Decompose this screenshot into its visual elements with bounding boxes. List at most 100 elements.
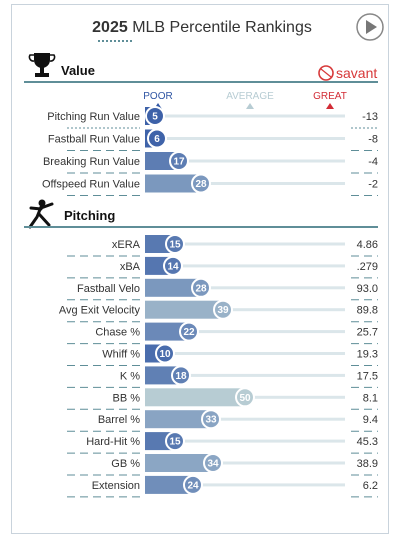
percentile-track: [145, 264, 345, 268]
percentile-value-barrel: 33: [205, 415, 217, 426]
stat-value-gb: 38.9: [357, 458, 378, 470]
metric-label-xba: xBA: [120, 261, 141, 273]
metric-row-chase: Chase % 22 25.7: [67, 321, 378, 345]
percentile-value-offspeed-run-value: 28: [195, 179, 207, 190]
percentile-bar-bb: [145, 388, 245, 407]
scale-legend: POOR AVERAGE GREAT: [143, 91, 347, 109]
percentile-bubble-avg-exit-velocity: [213, 299, 233, 320]
percentile-bubble-hard-hit: [165, 431, 185, 452]
stat-value-barrel: 9.4: [363, 414, 378, 426]
percentile-bar-avg-exit-velocity: [145, 300, 223, 319]
percentile-bubble-barrel: [201, 409, 221, 430]
percentile-bubble-bb: [235, 387, 255, 408]
metric-label-whiff: Whiff %: [102, 349, 140, 361]
play-button[interactable]: [356, 13, 384, 41]
savant-wordmark: savant: [336, 65, 377, 81]
stat-value-fastball-velo: 93.0: [357, 283, 378, 295]
metric-row-fastball-velo: Fastball Velo 28 93.0: [67, 277, 378, 301]
metric-row-xba: xBA 14 .279: [67, 255, 378, 279]
trophy-handles: [28, 54, 56, 62]
scale-great-label: GREAT: [313, 91, 347, 102]
percentile-track: [145, 417, 345, 421]
metric-label-avg-exit-velocity: Avg Exit Velocity: [59, 305, 141, 317]
percentile-track: [145, 439, 345, 443]
trophy-cup: [34, 53, 50, 68]
percentile-value-fastball-run-value: 6: [154, 134, 160, 145]
percentile-bar-gb: [145, 454, 213, 472]
percentile-bubble-gb: [203, 453, 223, 473]
pitcher-head: [38, 199, 46, 207]
percentile-track: [145, 330, 345, 334]
play-icon[interactable]: [366, 20, 377, 34]
percentile-value-whiff: 10: [159, 349, 171, 360]
section-title-pitching: Pitching: [64, 208, 115, 223]
metric-label-k: K %: [120, 370, 140, 382]
metric-label-hard-hit: Hard-Hit %: [86, 436, 140, 448]
metric-row-hard-hit: Hard-Hit % 15 45.3: [67, 431, 378, 454]
metric-row-bb: BB % 50 8.1: [67, 387, 378, 410]
trophy-stem: [40, 67, 44, 73]
metric-row-barrel: Barrel % 33 9.4: [67, 409, 378, 432]
percentile-bubble-k: [171, 365, 191, 386]
stat-value-extension: 6.2: [363, 480, 378, 492]
stat-value-avg-exit-velocity: 89.8: [357, 305, 378, 317]
percentile-bar-chase: [145, 322, 189, 341]
title-year: 2025: [92, 19, 128, 36]
metric-row-k: K % 18 17.5: [67, 365, 378, 388]
percentile-rankings-card: 2025 MLB Percentile Rankings Value savan…: [11, 4, 389, 534]
metric-label-fastball-run-value: Fastball Run Value: [48, 134, 140, 146]
metric-row-xera: xERA 15 4.86: [67, 234, 378, 257]
percentile-value-avg-exit-velocity: 39: [217, 305, 229, 316]
metric-row-breaking-run-value: Breaking Run Value 17 -4: [43, 151, 378, 174]
section-title-value: Value: [61, 63, 95, 78]
title-text: MLB Percentile Rankings: [128, 19, 312, 36]
percentile-track: [145, 308, 345, 312]
pitching-section-rows: xERA 15 4.86 xBA 14 .279 Fastball Velo 28 93.0 Av…: [59, 234, 378, 498]
value-section-rows: Pitching Run Value 5 -13 Fastball Run Value…: [42, 106, 378, 196]
percentile-track: [145, 461, 345, 465]
percentile-track: [145, 182, 345, 185]
percentile-value-bb: 50: [239, 393, 251, 404]
percentile-value-fastball-velo: 28: [195, 283, 207, 294]
metric-label-offspeed-run-value: Offspeed Run Value: [42, 179, 140, 191]
percentile-track: [145, 373, 345, 377]
stat-value-breaking-run-value: -4: [368, 156, 378, 168]
percentile-value-k: 18: [175, 371, 187, 382]
metric-row-offspeed-run-value: Offspeed Run Value 28 -2: [42, 173, 378, 196]
percentile-track: [145, 137, 345, 140]
metric-label-bb: BB %: [112, 392, 140, 404]
baseball-stitch: [320, 68, 332, 78]
stat-value-pitching-run-value: -13: [362, 111, 378, 123]
percentile-bubble-breaking-run-value: [169, 151, 189, 171]
percentile-bubble-fastball-velo: [191, 277, 211, 298]
scale-great-marker: [326, 103, 334, 109]
percentile-track: [145, 286, 345, 290]
stat-value-bb: 8.1: [363, 392, 378, 404]
percentile-value-pitching-run-value: 5: [152, 112, 158, 123]
percentile-bubble-chase: [179, 321, 199, 342]
percentile-value-hard-hit: 15: [169, 437, 181, 448]
stat-value-xba: .279: [357, 261, 378, 273]
percentile-track: [145, 242, 345, 246]
metric-label-xera: xERA: [112, 239, 141, 251]
stat-value-whiff: 19.3: [357, 349, 378, 361]
metric-label-extension: Extension: [92, 480, 140, 492]
percentile-bubble-whiff: [155, 343, 175, 364]
stat-value-chase: 25.7: [357, 327, 378, 339]
stat-value-xera: 4.86: [357, 239, 378, 251]
percentile-value-breaking-run-value: 17: [173, 157, 185, 168]
stat-value-k: 17.5: [357, 370, 378, 382]
page-title: 2025 MLB Percentile Rankings: [92, 19, 312, 36]
metric-row-whiff: Whiff % 10 19.3: [67, 343, 378, 366]
percentile-track: [145, 352, 345, 355]
percentile-bubble-xera: [165, 234, 185, 254]
percentile-value-xba: 14: [167, 261, 179, 272]
percentile-track: [145, 159, 345, 163]
percentile-value-gb: 34: [207, 459, 219, 470]
percentile-bar-offspeed-run-value: [145, 174, 201, 193]
metric-label-gb: GB %: [111, 458, 140, 470]
percentile-bubble-extension: [183, 474, 203, 495]
percentile-bar-fastball-velo: [145, 278, 201, 297]
scale-poor-label: POOR: [143, 91, 172, 102]
metric-label-fastball-velo: Fastball Velo: [77, 283, 140, 295]
